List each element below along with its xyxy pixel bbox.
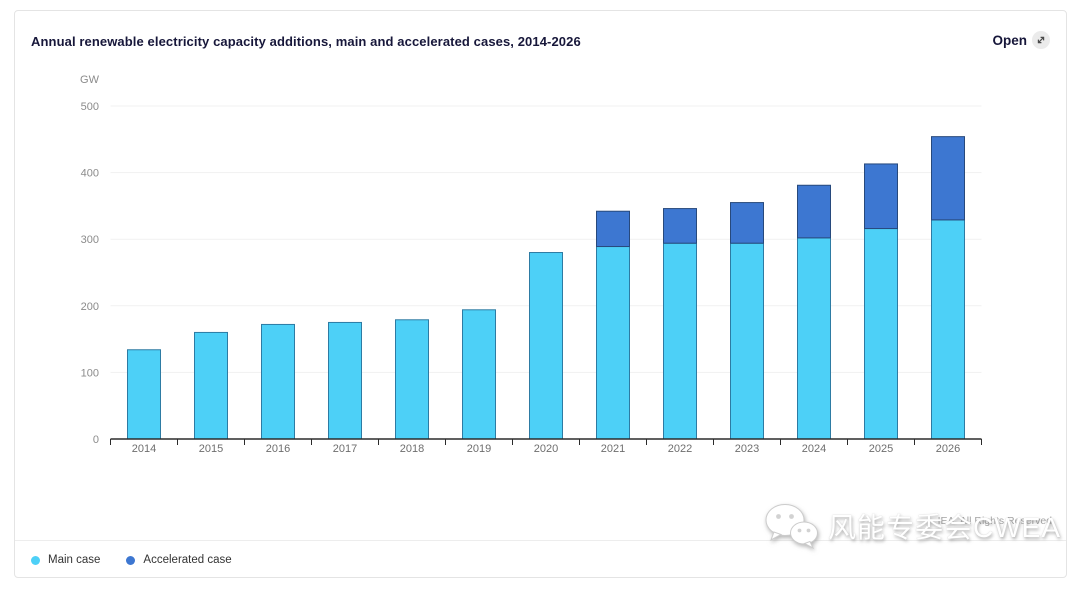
bar-main-2018[interactable] <box>395 319 429 440</box>
open-button[interactable]: Open <box>992 31 1050 49</box>
accelerated-case-dot <box>126 555 136 565</box>
main-case-dot <box>31 555 40 565</box>
bar-accelerated-2024[interactable] <box>797 184 831 239</box>
chart-title: Annual renewable electricity capacity ad… <box>31 34 581 49</box>
legend-item-main-case[interactable]: Main case <box>31 554 100 566</box>
rights-text: IEA. All Rights Reserved <box>937 515 1052 527</box>
main-case-label: Main case <box>48 554 101 566</box>
bar-chart: 0 100 200 300 400 500 GW 2014 2015 2016 2017 2018 20… <box>80 74 982 455</box>
x-tick-label-2018: 2018 <box>400 443 424 455</box>
bar-main-2016[interactable] <box>261 323 295 440</box>
chart-card: Annual renewable electricity capacity ad… <box>14 10 1067 578</box>
x-tick-label-2025: 2025 <box>869 443 893 455</box>
chart-legend: Main case Accelerated case <box>31 554 232 566</box>
legend-item-accelerated-case[interactable]: Accelerated case <box>126 554 232 566</box>
bar-main-2015[interactable] <box>194 331 228 440</box>
bar-main-2020[interactable] <box>529 252 563 440</box>
x-tick-label-2024: 2024 <box>802 443 826 455</box>
bar-accelerated-2021[interactable] <box>596 210 630 248</box>
x-tick-label-2022: 2022 <box>668 443 692 455</box>
open-button-label: Open <box>992 32 1027 48</box>
x-tick-label-2017: 2017 <box>333 443 357 455</box>
x-tick-label-2020: 2020 <box>534 443 558 455</box>
bar-main-2025[interactable] <box>864 228 898 440</box>
bar-main-2019[interactable] <box>462 309 496 440</box>
y-tick-label-500: 500 <box>81 101 99 113</box>
y-axis-unit-label: GW <box>80 74 100 86</box>
x-tick-label-2014: 2014 <box>132 443 156 455</box>
bar-main-2022[interactable] <box>663 242 697 440</box>
x-tick-label-2016: 2016 <box>266 443 290 455</box>
bar-main-2023[interactable] <box>730 242 764 440</box>
x-tick-label-2019: 2019 <box>467 443 491 455</box>
accelerated-case-label: Accelerated case <box>143 554 232 566</box>
bar-accelerated-2022[interactable] <box>663 208 697 244</box>
y-tick-label-300: 300 <box>81 234 99 246</box>
bar-accelerated-2026[interactable] <box>931 136 965 221</box>
x-tick-label-2026: 2026 <box>936 443 960 455</box>
expand-diagonal-arrow-icon <box>1032 31 1050 49</box>
bar-main-2021[interactable] <box>596 246 630 440</box>
x-tick-label-2015: 2015 <box>199 443 223 455</box>
bar-accelerated-2023[interactable] <box>730 202 764 244</box>
footer-separator <box>15 540 1066 541</box>
y-tick-label-100: 100 <box>81 367 99 379</box>
y-tick-label-0: 0 <box>93 434 99 446</box>
y-tick-label-400: 400 <box>81 168 99 180</box>
y-tick-label-200: 200 <box>81 301 99 313</box>
bar-main-2026[interactable] <box>931 219 965 440</box>
bar-main-2024[interactable] <box>797 237 831 440</box>
bar-main-2017[interactable] <box>328 321 362 440</box>
bar-main-2014[interactable] <box>127 349 161 440</box>
x-tick-label-2023: 2023 <box>735 443 759 455</box>
bar-accelerated-2025[interactable] <box>864 163 898 230</box>
x-tick-label-2021: 2021 <box>601 443 625 455</box>
